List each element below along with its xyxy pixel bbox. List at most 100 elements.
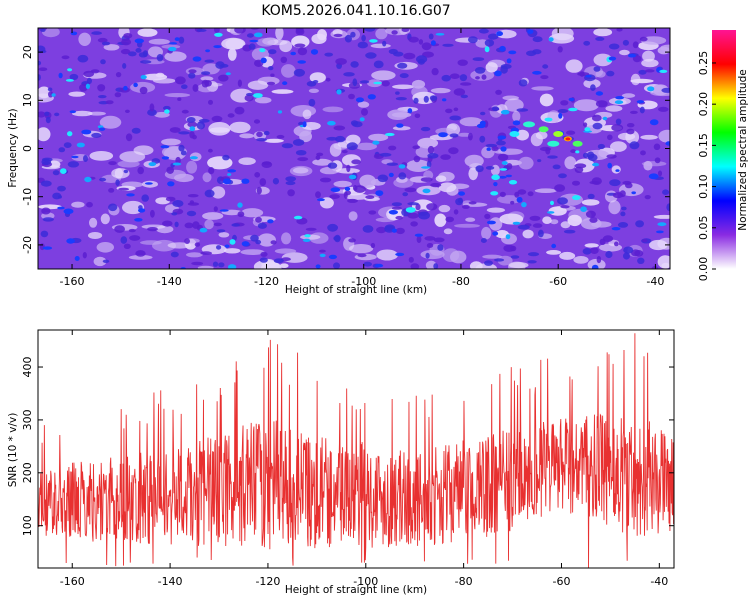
spectrogram-cell bbox=[229, 121, 251, 134]
spectrogram-cell bbox=[79, 84, 88, 92]
spectrogram-cell bbox=[344, 34, 352, 43]
spectrogram-cell bbox=[430, 40, 436, 46]
spectrogram-cell bbox=[271, 89, 294, 94]
spectrogram-cell bbox=[186, 160, 198, 174]
spectrogram-cell bbox=[305, 227, 317, 231]
spectrogram-cell bbox=[611, 124, 624, 132]
spectrogram-cell bbox=[395, 91, 400, 95]
spectrogram-cell bbox=[175, 76, 186, 85]
spectrogram-cell bbox=[595, 70, 606, 78]
spectrogram-cell bbox=[57, 185, 66, 192]
colorbar-label: Normalized spectral amplitude bbox=[737, 69, 749, 230]
spectrogram-cell bbox=[500, 109, 510, 115]
spectrogram-cell bbox=[42, 28, 60, 38]
spectrogram-cell bbox=[370, 43, 391, 49]
spectrogram-cell bbox=[120, 236, 128, 244]
spectrogram-cell bbox=[52, 170, 60, 176]
spectrogram-cell bbox=[97, 37, 108, 43]
spectrogram-cell bbox=[147, 227, 158, 232]
spectrogram-cell bbox=[510, 255, 520, 259]
spectrogram-cell bbox=[87, 111, 106, 116]
spectrogram-cell bbox=[218, 232, 230, 238]
spectrogram-cell bbox=[335, 58, 347, 65]
spectrogram-cell bbox=[189, 131, 195, 139]
spectrogram-cell bbox=[356, 97, 364, 103]
spectrogram-cell bbox=[413, 97, 419, 104]
spectrogram-cell bbox=[128, 228, 136, 233]
spectrogram-cell bbox=[125, 133, 133, 142]
spectrogram-cell bbox=[224, 244, 230, 248]
spectrogram-cell bbox=[553, 131, 564, 137]
spectrogram-cell bbox=[134, 218, 143, 222]
spectrogram-cell bbox=[352, 185, 358, 191]
spectrogram-cell bbox=[565, 59, 583, 73]
spectrogram-cell bbox=[218, 262, 225, 268]
spectrogram-cell bbox=[194, 242, 201, 247]
spectrogram-cell bbox=[582, 248, 592, 255]
spectrogram-cell bbox=[611, 165, 621, 174]
spectrogram-cell bbox=[609, 179, 621, 187]
spectrogram-cell bbox=[184, 238, 191, 245]
spectrogram-cell bbox=[414, 233, 423, 237]
spectrogram-cell bbox=[140, 60, 152, 64]
spectrogram-cell bbox=[518, 79, 528, 87]
spectrogram-cell bbox=[63, 142, 72, 149]
spectrogram-cell bbox=[649, 119, 659, 126]
spectrogram-cell bbox=[488, 33, 499, 40]
spectrogram-cell bbox=[395, 227, 405, 235]
spectrogram-cell bbox=[547, 211, 555, 214]
spectrogram-cell bbox=[227, 264, 237, 269]
spectrogram-cell bbox=[357, 101, 370, 108]
spectrogram-cell bbox=[475, 76, 480, 80]
spectrogram-cell bbox=[420, 126, 431, 132]
spectrogram-cell bbox=[375, 28, 388, 40]
spectrogram-cell bbox=[275, 28, 284, 40]
spectrogram-cell bbox=[425, 252, 430, 259]
spectrogram-cell bbox=[606, 154, 617, 159]
spectrogram-cell bbox=[479, 120, 486, 126]
spectrogram-cell bbox=[257, 233, 276, 247]
spectrogram-cell bbox=[428, 33, 434, 40]
spectrogram-cell bbox=[308, 88, 319, 94]
spectrogram-cell bbox=[514, 191, 520, 198]
spectrogram-cell bbox=[86, 201, 93, 208]
spectrogram-cell bbox=[665, 141, 670, 146]
spectrogram-cell bbox=[644, 195, 651, 200]
spectrogram-cell bbox=[227, 48, 237, 61]
spectrogram-cell bbox=[155, 72, 165, 78]
spectrogram-cell bbox=[583, 40, 591, 46]
spectrogram-cell bbox=[641, 58, 659, 68]
spectrogram-cell bbox=[319, 253, 326, 258]
spectrogram-cell bbox=[424, 236, 436, 241]
spectrogram-cell bbox=[187, 194, 199, 198]
spectrogram-cell bbox=[658, 129, 670, 143]
spectrogram-cell bbox=[285, 181, 296, 186]
spectrogram-cell bbox=[246, 33, 254, 38]
spectrogram-cell bbox=[213, 222, 222, 227]
spectrogram-cell bbox=[489, 217, 503, 231]
spectrogram-cell bbox=[438, 204, 451, 213]
spectrogram-cell bbox=[343, 72, 355, 77]
spectrogram-cell bbox=[181, 109, 189, 114]
spectrogram-cell bbox=[359, 80, 370, 84]
spectrogram-cell bbox=[421, 42, 432, 51]
spectrogram-cell bbox=[131, 127, 141, 134]
spectrogram-cell bbox=[220, 63, 229, 68]
spectrogram-cell bbox=[156, 225, 174, 234]
spectrogram-cell bbox=[596, 256, 602, 264]
spectrogram-cell bbox=[621, 206, 627, 211]
spectrogram-cell bbox=[641, 161, 667, 167]
spectrogram-cell bbox=[391, 206, 402, 210]
spectrogram-cell bbox=[375, 190, 384, 197]
spectrogram-cell bbox=[479, 28, 489, 34]
spectrogram-cell bbox=[423, 95, 429, 103]
spectrogram-cell bbox=[67, 131, 73, 137]
spectrogram-cell bbox=[407, 212, 419, 219]
spectrogram-cell bbox=[120, 48, 131, 55]
spectrogram-cell bbox=[610, 141, 627, 152]
spectrogram-cell bbox=[208, 167, 215, 175]
spectrogram-cell bbox=[429, 95, 438, 101]
spectrogram-cell bbox=[260, 251, 268, 257]
spectrogram-cell bbox=[334, 234, 341, 243]
y-tick-label: -10 bbox=[21, 188, 34, 206]
